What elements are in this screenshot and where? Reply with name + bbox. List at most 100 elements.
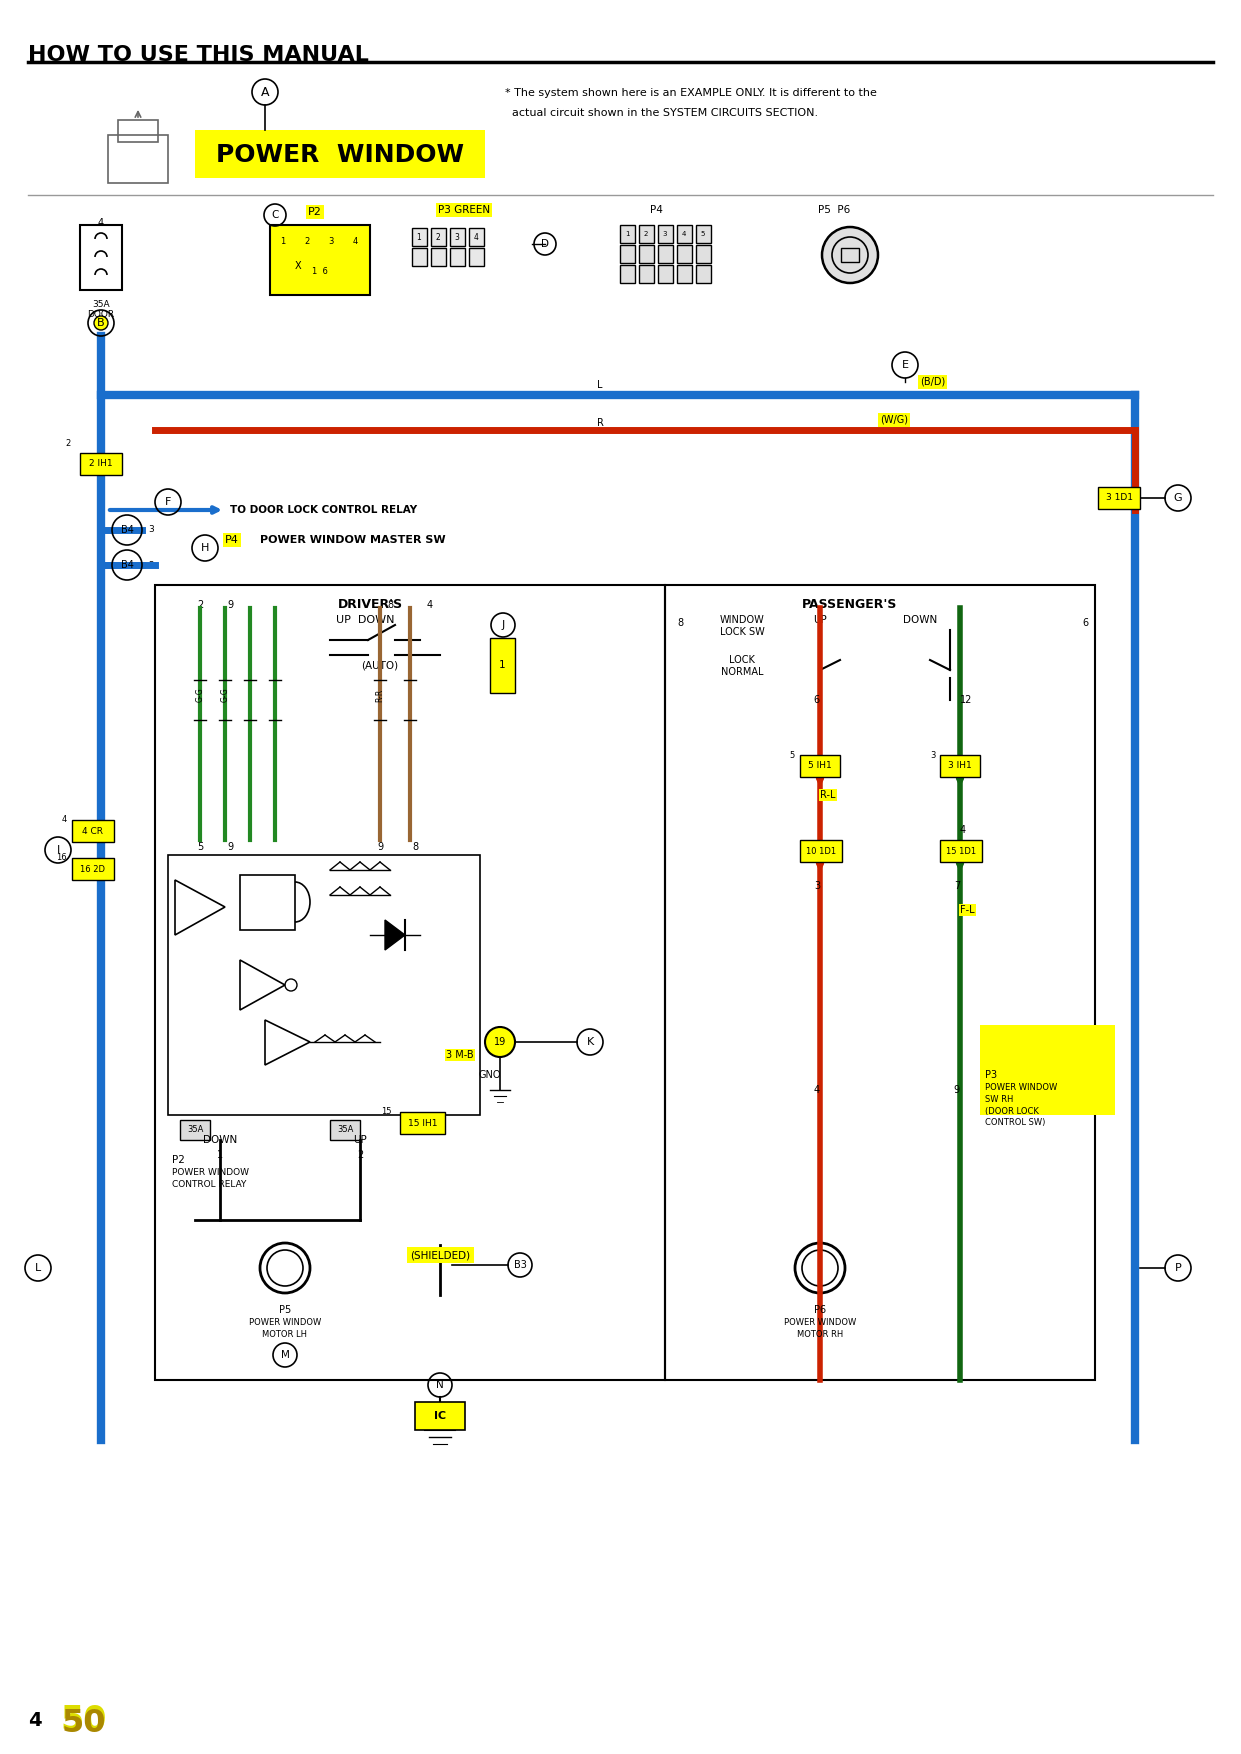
- Bar: [180, 1121, 210, 1140]
- Bar: [658, 265, 673, 282]
- Text: (W/G): (W/G): [880, 416, 908, 424]
- Text: 50: 50: [60, 1703, 107, 1736]
- Text: IC: IC: [434, 1410, 446, 1421]
- Text: C: C: [272, 210, 279, 219]
- Bar: [72, 858, 114, 881]
- Text: MOTOR RH: MOTOR RH: [797, 1330, 843, 1338]
- Text: 8: 8: [412, 842, 418, 852]
- Text: F: F: [165, 496, 171, 507]
- Text: 6: 6: [814, 695, 820, 705]
- Bar: [330, 1121, 360, 1140]
- Bar: [939, 754, 980, 777]
- Text: * The system shown here is an EXAMPLE ONLY. It is different to the: * The system shown here is an EXAMPLE ON…: [505, 88, 877, 98]
- Bar: [620, 246, 635, 263]
- Text: P6: P6: [814, 1305, 827, 1316]
- Text: K: K: [587, 1037, 593, 1047]
- Text: SW RH: SW RH: [985, 1094, 1014, 1103]
- Text: 4: 4: [681, 232, 686, 237]
- Text: 9: 9: [954, 1086, 961, 1094]
- Text: 15: 15: [381, 1107, 392, 1117]
- Text: 3: 3: [329, 237, 334, 246]
- Text: 10 1D1: 10 1D1: [805, 847, 836, 856]
- Text: POWER WINDOW MASTER SW: POWER WINDOW MASTER SW: [261, 535, 446, 545]
- Bar: [298, 254, 316, 277]
- Bar: [79, 225, 122, 289]
- Bar: [469, 247, 484, 267]
- Bar: [274, 254, 292, 277]
- Text: 1: 1: [217, 1151, 223, 1159]
- Text: 1: 1: [624, 232, 629, 237]
- Text: M: M: [280, 1351, 289, 1359]
- Bar: [939, 840, 982, 861]
- Text: G-G: G-G: [221, 688, 230, 702]
- Text: MOTOR LH: MOTOR LH: [263, 1330, 308, 1338]
- Text: 3 IH1: 3 IH1: [948, 761, 972, 770]
- Text: B: B: [97, 317, 104, 328]
- Bar: [1098, 488, 1140, 509]
- Bar: [240, 875, 295, 930]
- Bar: [696, 265, 711, 282]
- Text: PASSENGER'S: PASSENGER'S: [803, 598, 897, 610]
- Text: R-L: R-L: [820, 789, 835, 800]
- Text: POWER WINDOW: POWER WINDOW: [784, 1317, 856, 1328]
- Text: TO DOOR LOCK CONTROL RELAY: TO DOOR LOCK CONTROL RELAY: [230, 505, 417, 516]
- Text: 15 IH1: 15 IH1: [408, 1119, 437, 1128]
- Bar: [841, 247, 859, 261]
- Text: DOWN: DOWN: [202, 1135, 237, 1145]
- Text: 4: 4: [474, 233, 479, 242]
- Bar: [346, 230, 364, 253]
- Text: (AUTO): (AUTO): [361, 660, 398, 670]
- Text: HOW TO USE THIS MANUAL: HOW TO USE THIS MANUAL: [29, 46, 369, 65]
- Text: CONTROL RELAY: CONTROL RELAY: [172, 1180, 247, 1189]
- Text: G: G: [1174, 493, 1183, 503]
- Text: 4: 4: [814, 1086, 820, 1094]
- Text: 4: 4: [427, 600, 433, 610]
- Text: 1: 1: [499, 661, 506, 670]
- Bar: [155, 586, 665, 1380]
- Text: 2 IH1: 2 IH1: [89, 460, 113, 468]
- Text: 35A: 35A: [336, 1126, 354, 1135]
- Text: 3: 3: [148, 526, 154, 535]
- Bar: [800, 754, 840, 777]
- Text: P3: P3: [985, 1070, 997, 1080]
- Text: 6: 6: [1082, 617, 1088, 628]
- Text: 1  6: 1 6: [311, 268, 328, 277]
- Bar: [118, 119, 158, 142]
- Bar: [79, 453, 122, 475]
- Text: 3 M-B: 3 M-B: [447, 1051, 474, 1059]
- Bar: [274, 230, 292, 253]
- Bar: [620, 265, 635, 282]
- Bar: [431, 247, 446, 267]
- Text: X: X: [294, 261, 302, 272]
- Bar: [298, 230, 316, 253]
- Text: GNO: GNO: [479, 1070, 501, 1080]
- Bar: [321, 254, 340, 277]
- Text: 4: 4: [98, 217, 104, 228]
- Text: actual circuit shown in the SYSTEM CIRCUITS SECTION.: actual circuit shown in the SYSTEM CIRCU…: [505, 109, 818, 118]
- Text: P4: P4: [650, 205, 663, 216]
- Bar: [72, 821, 114, 842]
- Text: 5 IH1: 5 IH1: [808, 761, 831, 770]
- Text: POWER WINDOW: POWER WINDOW: [985, 1082, 1057, 1093]
- Bar: [658, 225, 673, 244]
- Text: B4: B4: [120, 524, 134, 535]
- Text: DOWN: DOWN: [903, 616, 937, 624]
- Text: I: I: [56, 845, 60, 854]
- Text: POWER WINDOW: POWER WINDOW: [249, 1317, 321, 1328]
- Bar: [271, 225, 370, 295]
- Text: 3: 3: [454, 233, 459, 242]
- Text: 12: 12: [961, 695, 973, 705]
- Text: 3 1D1: 3 1D1: [1106, 493, 1133, 502]
- Text: 4: 4: [62, 816, 67, 824]
- Text: 3: 3: [814, 881, 820, 891]
- Text: 2: 2: [197, 600, 204, 610]
- Text: 8: 8: [387, 600, 393, 610]
- Text: 4 CR: 4 CR: [82, 826, 103, 835]
- Bar: [665, 586, 1095, 1380]
- Bar: [321, 230, 340, 253]
- Bar: [412, 247, 427, 267]
- Text: POWER WINDOW: POWER WINDOW: [172, 1168, 249, 1177]
- Bar: [800, 840, 841, 861]
- Text: 3: 3: [663, 232, 668, 237]
- Text: 2: 2: [304, 237, 309, 246]
